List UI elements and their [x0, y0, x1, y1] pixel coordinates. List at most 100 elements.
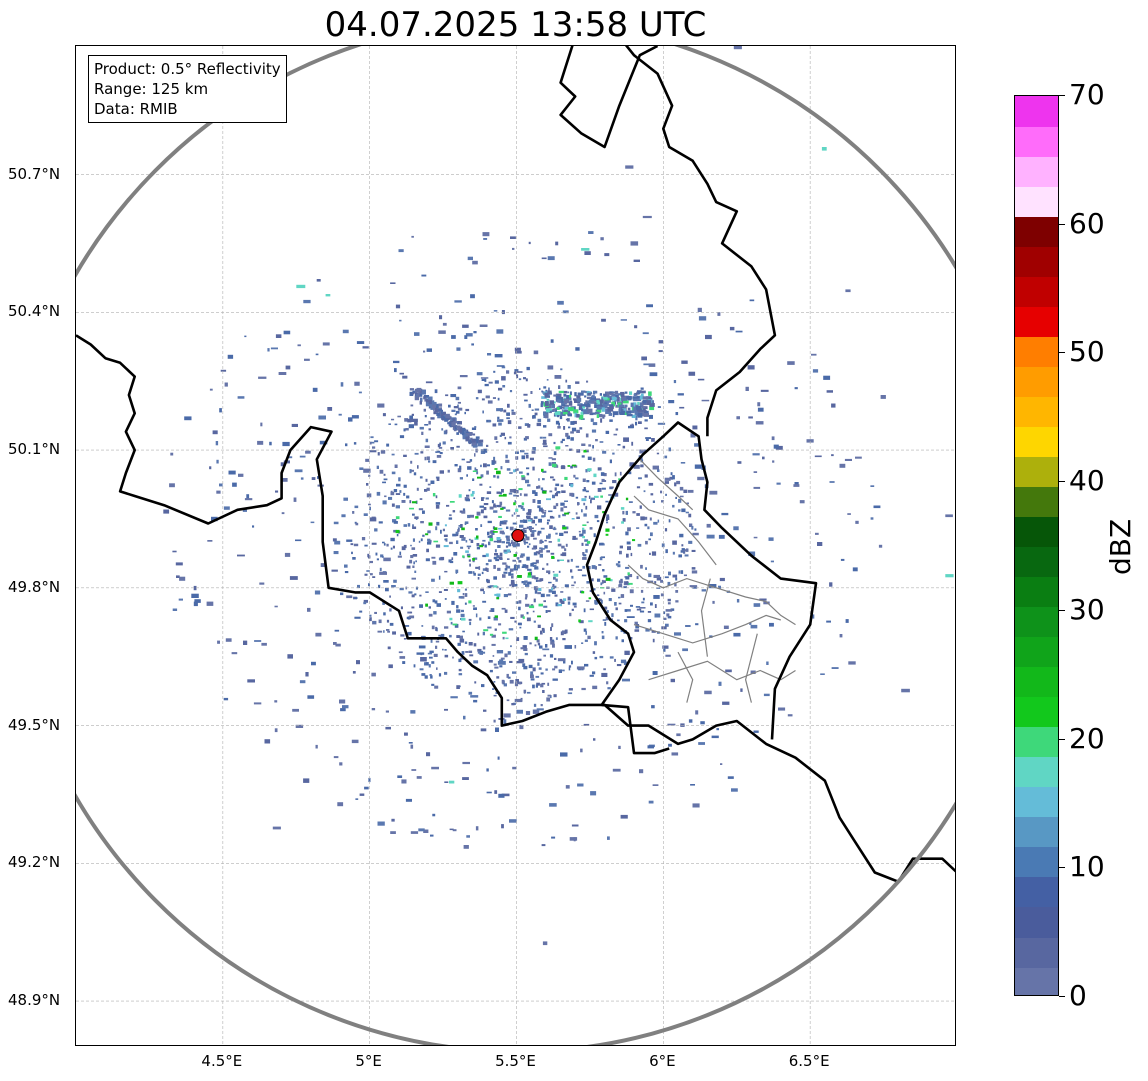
echo-pixel: [753, 730, 759, 733]
echo-pixel: [485, 553, 489, 557]
echo-pixel: [545, 668, 548, 671]
echo-pixel: [596, 399, 600, 403]
echo-pixel: [546, 550, 550, 553]
echo-pixel: [315, 744, 318, 749]
echo-pixel: [508, 628, 514, 631]
echo-pixel: [559, 415, 563, 420]
echo-pixel: [656, 576, 662, 581]
echo-pixel: [536, 639, 540, 643]
echo-pixel: [571, 427, 577, 432]
echo-pixel: [506, 673, 509, 678]
echo-pixel: [459, 429, 463, 433]
echo-pixel: [638, 477, 642, 480]
echo-pixel: [593, 533, 596, 538]
echo-pixel: [649, 552, 651, 555]
echo-pixel: [354, 521, 357, 524]
echo-pixel: [554, 594, 558, 597]
echo-pixel: [547, 390, 552, 395]
echo-pixel: [425, 381, 433, 384]
echo-pixel: [506, 549, 511, 553]
echo-pixel: [674, 632, 681, 636]
echo-pixel: [257, 440, 264, 445]
echo-pixel: [530, 518, 533, 521]
echo-pixel: [547, 418, 551, 422]
echo-pixel: [678, 498, 682, 503]
echo-pixel: [523, 530, 527, 533]
echo-pixel: [431, 578, 435, 582]
echo-pixel: [546, 379, 549, 381]
echo-pixel: [412, 513, 415, 516]
echo-pixel: [475, 566, 479, 569]
echo-pixel: [657, 406, 661, 408]
echo-pixel: [457, 386, 462, 390]
echo-pixel: [413, 664, 416, 668]
echo-pixel: [555, 578, 558, 582]
echo-pixel: [463, 537, 466, 540]
echo-pixel: [614, 492, 619, 497]
echo-pixel: [560, 502, 565, 506]
echo-pixel: [525, 454, 529, 459]
echo-pixel: [307, 695, 315, 699]
echo-pixel: [207, 540, 213, 542]
echo-pixel: [546, 398, 550, 401]
echo-pixel: [498, 556, 503, 560]
echo-pixel: [427, 652, 433, 655]
echo-pixel: [382, 500, 387, 505]
echo-pixel: [489, 633, 494, 636]
echo-pixel: [560, 508, 564, 512]
echo-pixel: [651, 438, 655, 442]
echo-pixel: [269, 441, 272, 446]
echo-pixel: [629, 589, 634, 594]
echo-pixel: [506, 526, 509, 529]
echo-pixel: [339, 699, 346, 704]
echo-pixel: [468, 441, 471, 445]
echo-pixel: [452, 829, 457, 832]
echo-pixel: [411, 547, 416, 550]
echo-pixel: [600, 399, 603, 404]
echo-pixel: [642, 407, 646, 411]
echo-pixel: [496, 597, 499, 600]
colorbar-segment: [1015, 696, 1058, 728]
echo-pixel: [365, 458, 370, 462]
echo-pixel: [733, 632, 741, 637]
echo-pixel: [433, 411, 438, 415]
echo-pixel: [644, 474, 648, 478]
echo-pixel: [428, 420, 431, 425]
echo-pixel: [531, 575, 536, 579]
echo-pixel: [537, 505, 541, 509]
echo-pixel: [300, 477, 304, 480]
echo-pixel: [393, 360, 400, 364]
echo-pixel: [472, 558, 475, 561]
echo-pixel: [794, 387, 798, 390]
echo-pixel: [450, 560, 454, 564]
echo-pixel: [390, 537, 395, 542]
echo-pixel: [523, 493, 528, 497]
echo-pixel: [629, 462, 635, 467]
echo-pixel: [600, 414, 606, 418]
echo-pixel: [571, 660, 573, 665]
radar-map-canvas[interactable]: [76, 46, 956, 1046]
radar-map-panel[interactable]: [75, 45, 956, 1046]
echo-pixel: [532, 709, 540, 714]
echo-pixel: [557, 559, 560, 562]
echo-pixel: [547, 365, 554, 370]
echo-pixel: [618, 580, 623, 584]
echo-pixel: [639, 610, 645, 613]
national-border-2: [585, 421, 818, 740]
echo-pixel: [470, 539, 474, 543]
echo-pixel: [480, 475, 483, 479]
echo-pixel: [526, 526, 529, 529]
echo-pixel: [527, 512, 532, 516]
echo-pixel: [694, 443, 701, 447]
echo-pixel: [669, 476, 674, 480]
echo-pixel: [496, 586, 499, 589]
echo-pixel: [479, 324, 488, 327]
echo-pixel: [438, 634, 443, 637]
echo-pixel: [514, 544, 519, 547]
echo-pixel: [690, 784, 695, 786]
echo-pixel: [526, 691, 531, 694]
echo-pixel: [831, 403, 836, 408]
echo-pixel: [650, 532, 653, 537]
echo-pixel: [612, 411, 619, 416]
echo-pixel: [449, 581, 454, 585]
